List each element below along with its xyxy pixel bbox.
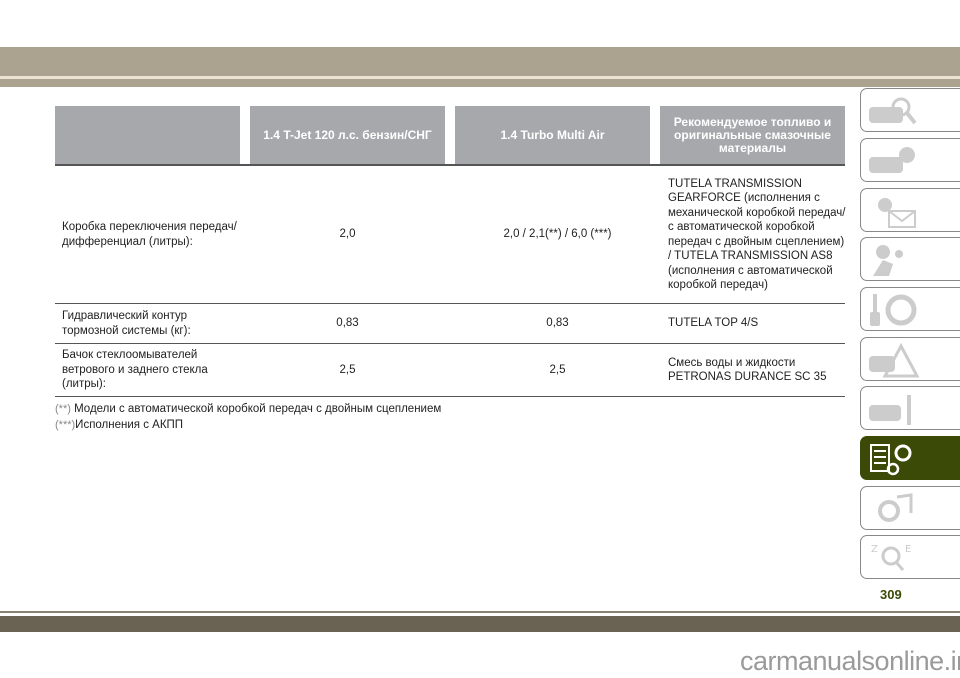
car-warning-triangle-icon: [869, 342, 920, 378]
tab-starting-driving[interactable]: [860, 287, 960, 331]
page-number: 309: [880, 587, 902, 602]
footnote-text: Исполнения с АКПП: [75, 419, 184, 431]
warning-light-mail-icon: [878, 198, 916, 228]
watermark: carmanualsonline.info: [740, 646, 960, 676]
radio-music-icon: [878, 493, 913, 522]
row-label: Гидравлический контур тормозной системы …: [62, 310, 191, 337]
tab-technical-data[interactable]: [860, 436, 960, 480]
value-multiair: 2,0 / 2,1(**) / 6,0 (***): [503, 228, 612, 241]
bottom-divider: [0, 611, 960, 613]
value-tjet: 2,5: [339, 363, 356, 376]
footnote-text: Модели с автоматической коробкой передач…: [70, 403, 442, 415]
tab-maintenance[interactable]: [860, 386, 960, 430]
row-label: Коробка переключения передач/дифференциа…: [62, 221, 237, 248]
value-product: TUTELA TRANSMISSION GEARFORCE (исполнени…: [668, 177, 846, 292]
header-recommended: Рекомендуемое топливо и оригинальные сма…: [660, 106, 845, 164]
bottom-band: [0, 616, 960, 632]
value-tjet: 2,0: [339, 228, 356, 241]
footnote-mark: (**): [55, 403, 71, 415]
header-empty: [55, 106, 240, 164]
value-tjet: 0,83: [336, 317, 359, 330]
top-band-lower: [0, 79, 960, 87]
row-divider: [55, 303, 845, 304]
key-steering-wheel-icon: [870, 294, 917, 326]
header-multiair: 1.4 Turbo Multi Air: [455, 106, 650, 164]
value-multiair: 2,5: [549, 363, 566, 376]
tab-multimedia[interactable]: [860, 486, 960, 530]
header-rule: [55, 164, 845, 166]
footnote-mark: (***): [55, 419, 76, 431]
top-band: [0, 47, 960, 76]
specs-gears-icon: [870, 444, 912, 476]
value-product: Смесь воды и жидкости PETRONAS DURANCE S…: [668, 356, 827, 384]
svg-text:Z: Z: [871, 544, 878, 555]
car-info-icon: [869, 147, 915, 173]
tab-emergency[interactable]: [860, 337, 960, 381]
value-multiair: 0,83: [546, 317, 569, 330]
footnote: (***)Исполнения с АКПП: [55, 419, 183, 431]
row-divider: [55, 343, 845, 344]
seat-airbag-icon: [873, 245, 903, 276]
tab-car-info[interactable]: [860, 138, 960, 182]
table-bottom-rule: [55, 396, 845, 397]
footnote: (**) Модели с автоматической коробкой пе…: [55, 403, 441, 415]
header-tjet: 1.4 T-Jet 120 л.с. бензин/СНГ: [250, 106, 445, 164]
row-label: Бачок стеклоомывателей ветрового и задне…: [62, 349, 208, 391]
car-wrench-icon: [869, 395, 911, 425]
tab-warning-lights[interactable]: [860, 188, 960, 232]
top-divider: [0, 76, 960, 79]
svg-text:E: E: [905, 544, 911, 555]
tab-car-search[interactable]: [860, 88, 960, 132]
tab-safety[interactable]: [860, 237, 960, 281]
value-product: TUTELA TOP 4/S: [668, 317, 759, 330]
car-search-icon: [869, 97, 917, 125]
